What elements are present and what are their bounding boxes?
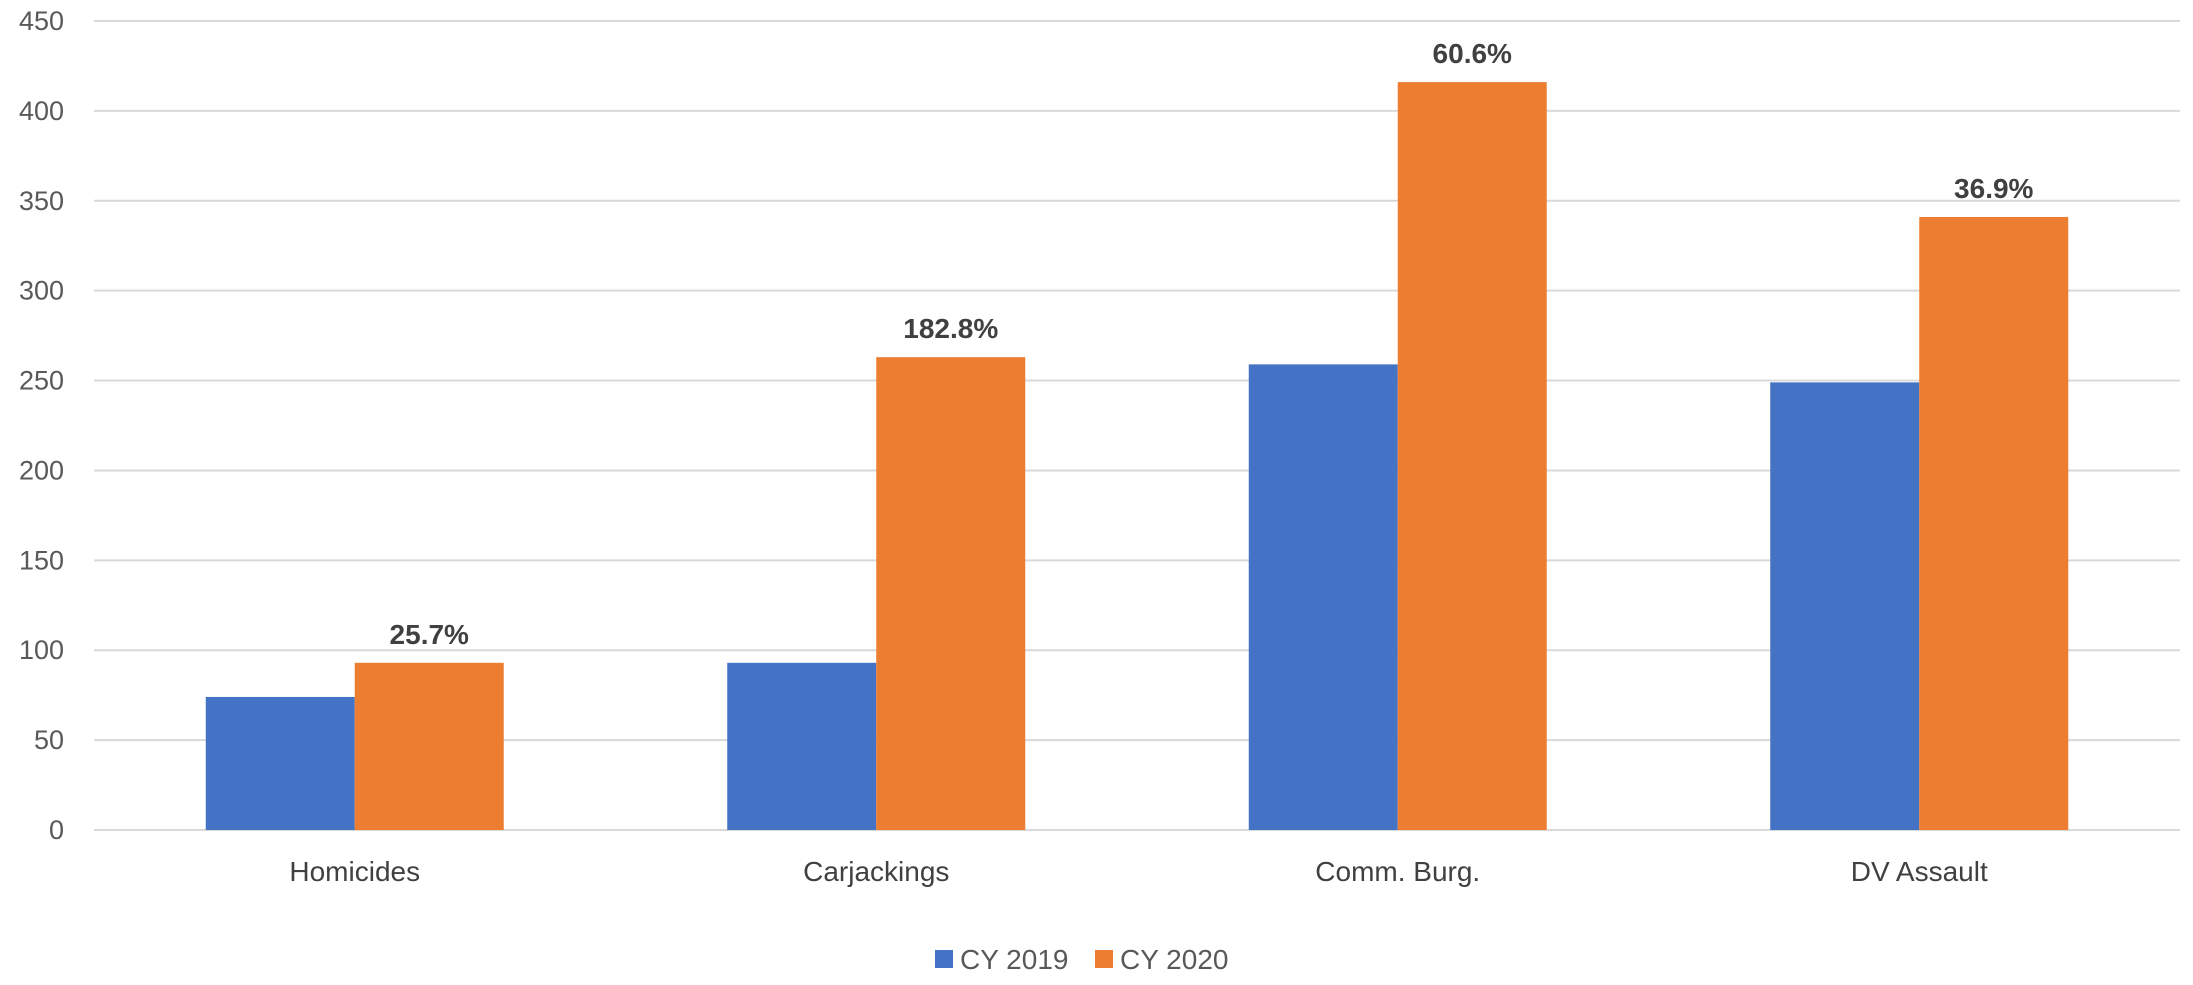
- x-category-label: Carjackings: [803, 856, 949, 887]
- y-tick-label: 400: [19, 96, 64, 126]
- x-axis-category-labels: Homicides Carjackings Comm. Burg. DV Assaul…: [289, 856, 1988, 887]
- data-label: 25.7%: [390, 619, 469, 650]
- legend-swatch-cy-2019: [935, 950, 953, 968]
- y-axis-tick-labels: 0 50 100 150 200 250 300 350 400 450: [19, 6, 64, 845]
- data-label: 60.6%: [1433, 38, 1512, 69]
- bar-cy-2020-dv-assault: [1919, 216, 2069, 831]
- bar-cy-2019-carjackings: [727, 662, 877, 830]
- x-category-label: DV Assault: [1851, 856, 1988, 887]
- bar-cy-2019-dv-assault: [1770, 382, 1920, 830]
- y-tick-label: 50: [34, 725, 64, 755]
- y-tick-label: 300: [19, 276, 64, 306]
- bar-cy-2019-homicides: [205, 696, 355, 830]
- bar-cy-2020-homicides: [354, 662, 504, 830]
- legend-label: CY 2019: [960, 944, 1068, 975]
- legend-swatch-cy-2020: [1095, 950, 1113, 968]
- y-tick-label: 0: [49, 815, 64, 845]
- data-label: 36.9%: [1954, 173, 2033, 204]
- y-tick-label: 350: [19, 186, 64, 216]
- bar-cy-2019-comm-burg-: [1248, 364, 1398, 830]
- x-category-label: Homicides: [289, 856, 420, 887]
- bar-cy-2020-comm-burg-: [1397, 82, 1547, 830]
- y-tick-label: 100: [19, 635, 64, 665]
- data-label: 182.8%: [903, 313, 998, 344]
- y-tick-label: 150: [19, 545, 64, 575]
- y-tick-label: 200: [19, 455, 64, 485]
- data-labels: 25.7% 182.8% 60.6% 36.9%: [390, 38, 2034, 650]
- y-tick-label: 450: [19, 6, 64, 36]
- legend: CY 2019 CY 2020: [935, 944, 1228, 975]
- bars: [205, 82, 2069, 831]
- bar-cy-2020-carjackings: [876, 357, 1026, 830]
- x-category-label: Comm. Burg.: [1315, 856, 1480, 887]
- y-tick-label: 250: [19, 366, 64, 396]
- legend-label: CY 2020: [1120, 944, 1228, 975]
